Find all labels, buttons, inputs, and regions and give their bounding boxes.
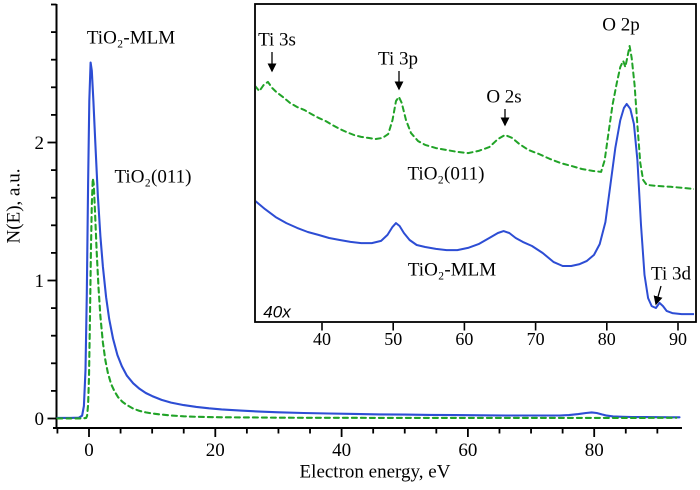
inset-x-tick-label: 80	[598, 329, 616, 349]
annotation-o-2s: O 2s	[486, 86, 522, 108]
inset-x-tick-label: 40	[313, 329, 331, 349]
x-tick-label: 20	[206, 440, 225, 461]
inset-x-tick-label: 70	[527, 329, 545, 349]
main-curve-tio2(011)	[56, 177, 678, 420]
annotation-arrows	[267, 52, 663, 306]
annotation-ti-3d: Ti 3d	[651, 263, 691, 285]
x-tick-label: 60	[458, 440, 477, 461]
y-tick-label: 1	[35, 271, 45, 292]
main-curve-label-tio2-mlm: TiO₂-MLM	[86, 27, 176, 49]
inset-curve-tio2-mlm	[256, 102, 694, 316]
annotation-ti-3p: Ti 3p	[378, 48, 418, 70]
x-tick-label: 80	[585, 440, 604, 461]
annotation-ti-3s: Ti 3s	[258, 29, 296, 51]
main-axes: 0 20 40 60 80 0 1 2	[35, 3, 682, 461]
inset-curve-label-tio2-011: TiO₂(011)	[407, 163, 485, 185]
inset-x-tick-label: 90	[669, 329, 687, 349]
x-axis-title: Electron energy, eV	[299, 461, 451, 483]
inset-x-tick-label: 60	[455, 329, 473, 349]
y-axis-title: N(E), a.u.	[3, 168, 25, 244]
y-tick-label: 2	[35, 133, 45, 154]
inset-curve-tio2(011)	[256, 45, 694, 190]
annotation-o-2p: O 2p	[602, 14, 640, 36]
x-tick-label: 0	[84, 440, 94, 461]
main-curves	[56, 61, 681, 420]
inset-magnification-label: 40x	[263, 302, 291, 322]
main-curve-label-tio2-011: TiO₂(011)	[114, 166, 192, 188]
x-tick-label: 40	[332, 440, 351, 461]
inset-frame	[254, 3, 697, 323]
y-tick-label: 0	[35, 409, 45, 430]
inset-x-tick-label: 50	[384, 329, 402, 349]
main-curve-tio2-mlm	[56, 61, 681, 419]
inset-curves	[256, 45, 694, 316]
inset-curve-label-tio2-mlm: TiO₂-MLM	[407, 259, 497, 281]
inset-panel: 40 50 60 70 80 90	[254, 3, 697, 349]
